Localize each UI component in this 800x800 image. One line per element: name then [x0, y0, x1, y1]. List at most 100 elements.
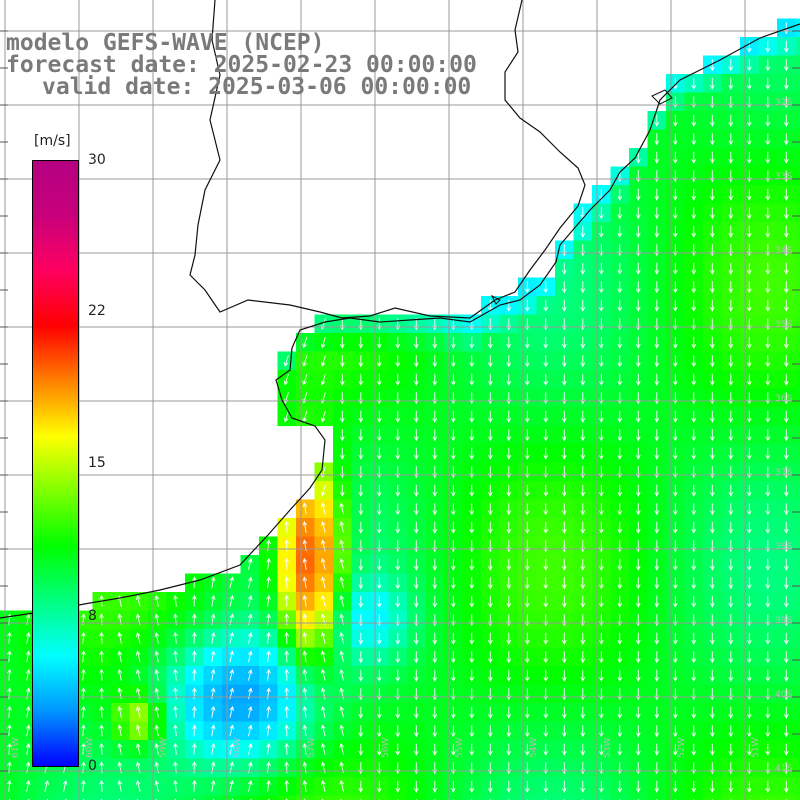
wind-arrow	[432, 780, 438, 793]
wind-arrow	[746, 725, 752, 738]
wind-arrow	[580, 447, 586, 460]
wind-cell	[407, 795, 427, 800]
wind-arrow	[691, 225, 697, 238]
wind-arrow	[266, 724, 271, 737]
wind-cell	[795, 703, 800, 723]
wind-arrow	[173, 724, 178, 737]
wind-arrow	[543, 706, 549, 719]
wind-arrow	[654, 336, 660, 349]
wind-arrow	[765, 577, 771, 590]
wind-arrow	[320, 705, 326, 718]
wind-arrow	[709, 114, 715, 127]
wind-arrow	[210, 594, 216, 607]
wind-cell	[795, 777, 800, 797]
lat-label: 36S	[775, 394, 792, 404]
wind-arrow	[376, 447, 382, 460]
wind-arrow	[672, 503, 678, 516]
wind-arrow	[135, 594, 141, 607]
wind-arrow	[339, 576, 345, 589]
wind-arrow	[561, 429, 567, 442]
wind-arrow	[395, 429, 401, 442]
wind-arrow	[672, 632, 678, 645]
wind-arrow	[691, 577, 697, 590]
wind-arrow	[672, 188, 678, 201]
wind-cell	[795, 92, 800, 112]
wind-arrow	[249, 798, 252, 800]
wind-arrow	[654, 577, 660, 590]
wind-arrow	[524, 706, 530, 719]
wind-cell	[795, 148, 800, 168]
wind-arrow	[283, 373, 289, 386]
wind-arrow	[783, 595, 789, 608]
colorbar-unit: [m/s]	[34, 133, 71, 149]
wind-cell	[795, 795, 800, 800]
wind-arrow	[691, 373, 697, 386]
wind-arrow	[154, 650, 160, 663]
forecast-date: forecast date: 2025-02-23 00:00:00	[6, 52, 477, 78]
wind-cell	[684, 795, 704, 800]
wind-cell	[703, 795, 723, 800]
wind-arrow	[506, 577, 512, 590]
wind-arrow	[783, 503, 789, 516]
wind-arrow	[413, 355, 419, 368]
wind-arrow	[580, 577, 586, 590]
wind-arrow	[654, 151, 660, 164]
wind-arrow	[783, 651, 789, 664]
wind-arrow	[691, 151, 697, 164]
wind-arrow	[413, 410, 419, 423]
wind-arrow	[506, 299, 512, 312]
wind-cell	[55, 795, 75, 800]
wind-arrow	[376, 669, 382, 682]
wind-arrow	[691, 447, 697, 460]
wind-cell	[555, 795, 575, 800]
wind-arrow	[598, 595, 604, 608]
wind-arrow	[339, 355, 345, 368]
wind-arrow	[192, 779, 197, 792]
wind-arrow	[506, 410, 512, 423]
wind-cell	[666, 795, 686, 800]
wind-arrow	[487, 669, 493, 682]
wind-arrow	[173, 650, 178, 663]
wind-arrow	[284, 724, 289, 737]
wind-arrow	[709, 725, 715, 738]
wind-arrow	[450, 336, 456, 349]
wind-arrow	[432, 558, 438, 571]
wind-arrow	[320, 373, 326, 386]
wind-arrow	[709, 632, 715, 645]
wind-arrow	[395, 743, 401, 756]
wind-arrow	[672, 355, 678, 368]
wind-arrow	[672, 151, 678, 164]
wind-arrow	[783, 743, 789, 756]
wind-arrow	[691, 281, 697, 294]
wind-arrow	[395, 651, 401, 664]
wind-arrow	[709, 336, 715, 349]
wind-arrow	[635, 743, 641, 756]
wind-arrow	[635, 225, 641, 238]
wind-arrow	[210, 631, 216, 644]
wind-arrow	[691, 429, 697, 442]
wind-cell	[795, 74, 800, 94]
wind-arrow	[728, 410, 734, 423]
wind-arrow	[746, 40, 752, 53]
wind-arrow	[561, 632, 567, 645]
wind-arrow	[580, 484, 586, 497]
wind-arrow	[450, 725, 456, 738]
wind-arrow	[173, 779, 178, 792]
wind-arrow	[302, 650, 308, 663]
wind-arrow	[524, 410, 530, 423]
coastline-shore	[0, 23, 800, 619]
wind-arrow	[450, 503, 456, 516]
wind-arrow	[691, 706, 697, 719]
wind-arrow	[598, 429, 604, 442]
wind-arrow	[617, 262, 623, 275]
wind-cell	[573, 795, 593, 800]
wind-arrow	[376, 410, 382, 423]
wind-arrow	[358, 373, 364, 386]
wind-arrow	[543, 595, 549, 608]
wind-arrow	[654, 133, 660, 146]
wind-arrow	[728, 558, 734, 571]
wind-arrow	[691, 410, 697, 423]
wind-arrow	[413, 577, 419, 590]
wind-arrow	[783, 484, 789, 497]
wind-arrow	[267, 798, 270, 800]
